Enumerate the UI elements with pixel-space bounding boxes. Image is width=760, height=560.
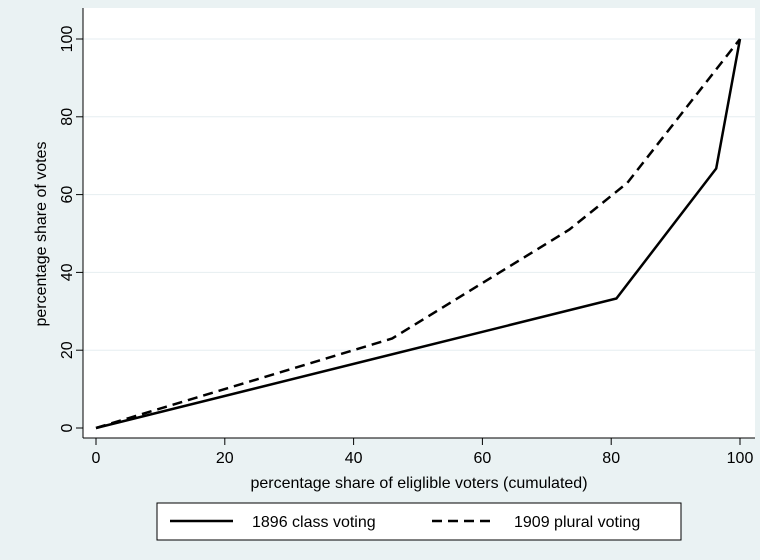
series-layer <box>95 38 742 430</box>
legend-label-1896: 1896 class voting <box>252 514 376 531</box>
legend-label-1909: 1909 plural voting <box>514 514 640 531</box>
legend: 1896 class voting 1909 plural voting <box>156 502 682 541</box>
y-tick-label-60: 60 <box>59 186 76 204</box>
y-tick-label-0: 0 <box>59 423 76 432</box>
grid <box>83 38 755 351</box>
x-tick-label-40: 40 <box>345 450 363 467</box>
y-tick-label-80: 80 <box>59 108 76 126</box>
x-tick-label-60: 60 <box>474 450 492 467</box>
y-tick-label-40: 40 <box>59 263 76 281</box>
y-tick-label-20: 20 <box>59 341 76 359</box>
x-tick-label-80: 80 <box>602 450 620 467</box>
plot-area <box>83 8 755 438</box>
x-axis-title: percentage share of eliglible voters (cu… <box>250 475 587 492</box>
series-line-1896 <box>95 38 742 430</box>
y-tick-label-100: 100 <box>59 26 76 53</box>
axes: 0 20 40 60 80 100 0 20 40 60 80 100 <box>59 8 755 467</box>
y-axis-title: percentage share of votes <box>33 141 50 326</box>
x-tick-label-20: 20 <box>216 450 234 467</box>
x-tick-label-0: 0 <box>92 450 101 467</box>
series-line-1909 <box>95 38 741 430</box>
legend-box <box>156 502 682 541</box>
x-tick-label-100: 100 <box>727 450 754 467</box>
